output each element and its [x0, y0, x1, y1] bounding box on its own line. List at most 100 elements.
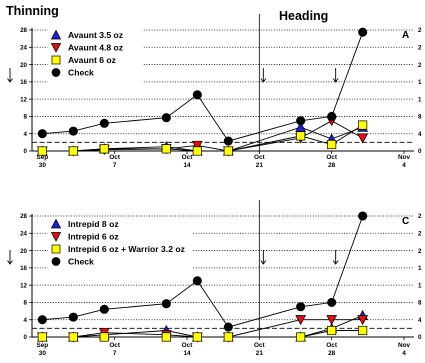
thinning-header: Thinning [6, 4, 59, 18]
data-point [358, 325, 368, 336]
legend-marker [50, 218, 62, 229]
data-point [192, 276, 202, 286]
data-point [68, 146, 78, 156]
data-point [192, 146, 202, 156]
data-point [191, 140, 203, 151]
x-tick-label: 7 [113, 350, 117, 357]
data-point [295, 315, 307, 326]
legend-background [48, 29, 143, 83]
x-tick-label: Oct [254, 342, 266, 349]
legend-label: Intrepid 8 oz [68, 219, 119, 229]
legend-marker [50, 29, 62, 40]
data-point [37, 315, 47, 325]
y-tick-label: 8 [24, 114, 28, 121]
legend-marker [51, 257, 61, 266]
right-tick-label: 2 [418, 27, 422, 34]
y-tick-label: 16 [20, 79, 27, 86]
data-point [327, 139, 337, 150]
data-point [296, 131, 306, 141]
y-tick-label: 28 [20, 213, 27, 220]
data-point [68, 332, 78, 342]
data-point [99, 304, 109, 314]
legend-marker [51, 68, 61, 77]
data-point [358, 211, 368, 221]
data-point [99, 144, 109, 154]
x-tick-label: 21 [256, 162, 264, 169]
legend-background [48, 218, 193, 272]
y-tick-label: 16 [20, 265, 27, 272]
data-point [327, 111, 337, 121]
data-point [192, 332, 202, 342]
right-tick-label: 4 [418, 131, 422, 138]
data-point [37, 146, 47, 156]
data-point [358, 120, 368, 130]
y-tick-label: 0 [24, 148, 28, 155]
y-tick-label: 0 [24, 334, 28, 341]
y-tick-label: 4 [24, 131, 28, 138]
x-tick-label: 28 [328, 162, 336, 169]
data-point [68, 312, 78, 322]
x-tick-label: Oct [254, 154, 266, 161]
x-tick-label: 21 [256, 350, 264, 357]
data-point [357, 133, 369, 144]
data-point [161, 144, 171, 154]
data-point [296, 116, 306, 126]
x-tick-label: 14 [183, 162, 191, 169]
right-tick-label: 1 [418, 79, 422, 86]
arrow-head [7, 260, 13, 265]
data-point [326, 315, 338, 326]
right-tick-label: 2 [418, 62, 422, 69]
data-point [192, 90, 202, 100]
x-tick-label: 4 [402, 162, 406, 169]
y-tick-label: 4 [24, 317, 28, 324]
panel-label: A [402, 30, 409, 41]
legend-marker [51, 244, 61, 254]
right-tick-label: 1 [418, 265, 422, 272]
data-point [357, 315, 369, 326]
x-tick-label: Oct [182, 154, 194, 161]
heading-header: Heading [279, 9, 328, 23]
data-point [161, 113, 171, 123]
x-tick-label: 4 [402, 350, 406, 357]
right-tick-label: 1 [418, 282, 422, 289]
data-point [37, 332, 47, 342]
arrow-head [332, 260, 339, 265]
right-tick-label: 2 [418, 248, 422, 255]
x-tick-label: Oct [109, 154, 121, 161]
data-point [296, 332, 306, 342]
x-tick-label: Nov [398, 342, 411, 349]
legend-marker [50, 232, 62, 242]
x-tick-label: 30 [39, 162, 47, 169]
right-tick-label: 2 [418, 230, 422, 237]
x-tick-label: 14 [183, 350, 191, 357]
legend-label: Avaunt 6 oz [68, 55, 116, 65]
legend-marker [51, 55, 61, 65]
data-point [223, 332, 233, 342]
x-tick-label: 28 [328, 350, 336, 357]
right-tick-label: 2 [418, 44, 422, 51]
data-point [161, 332, 171, 342]
x-tick-label: Sep [36, 342, 48, 349]
panel-c: 048121620242804811222Sep30Oct7Oct14Oct21… [7, 200, 422, 357]
data-point [296, 302, 306, 312]
data-point [327, 325, 337, 336]
series-line-1 [42, 120, 363, 152]
right-tick-label: 8 [418, 114, 422, 121]
panel-a: 048121620242804811222Sep30Oct7Oct14Oct21… [7, 14, 422, 169]
data-point [358, 27, 368, 37]
data-point [223, 146, 233, 156]
x-tick-label: Oct [109, 342, 121, 349]
legend-label: Intrepid 6 oz + Warrior 3.2 oz [68, 244, 185, 254]
arrow-head [260, 78, 267, 83]
y-tick-label: 8 [24, 300, 28, 307]
y-tick-label: 20 [20, 248, 27, 255]
legend-label: Intrepid 6 oz [68, 232, 119, 242]
data-point [99, 118, 109, 128]
legend-label: Avaunt 4.8 oz [68, 43, 123, 53]
right-tick-label: 2 [418, 213, 422, 220]
y-tick-label: 12 [20, 96, 27, 103]
right-tick-label: 0 [418, 334, 422, 341]
arrow-head [332, 78, 339, 83]
y-tick-label: 20 [20, 62, 27, 69]
